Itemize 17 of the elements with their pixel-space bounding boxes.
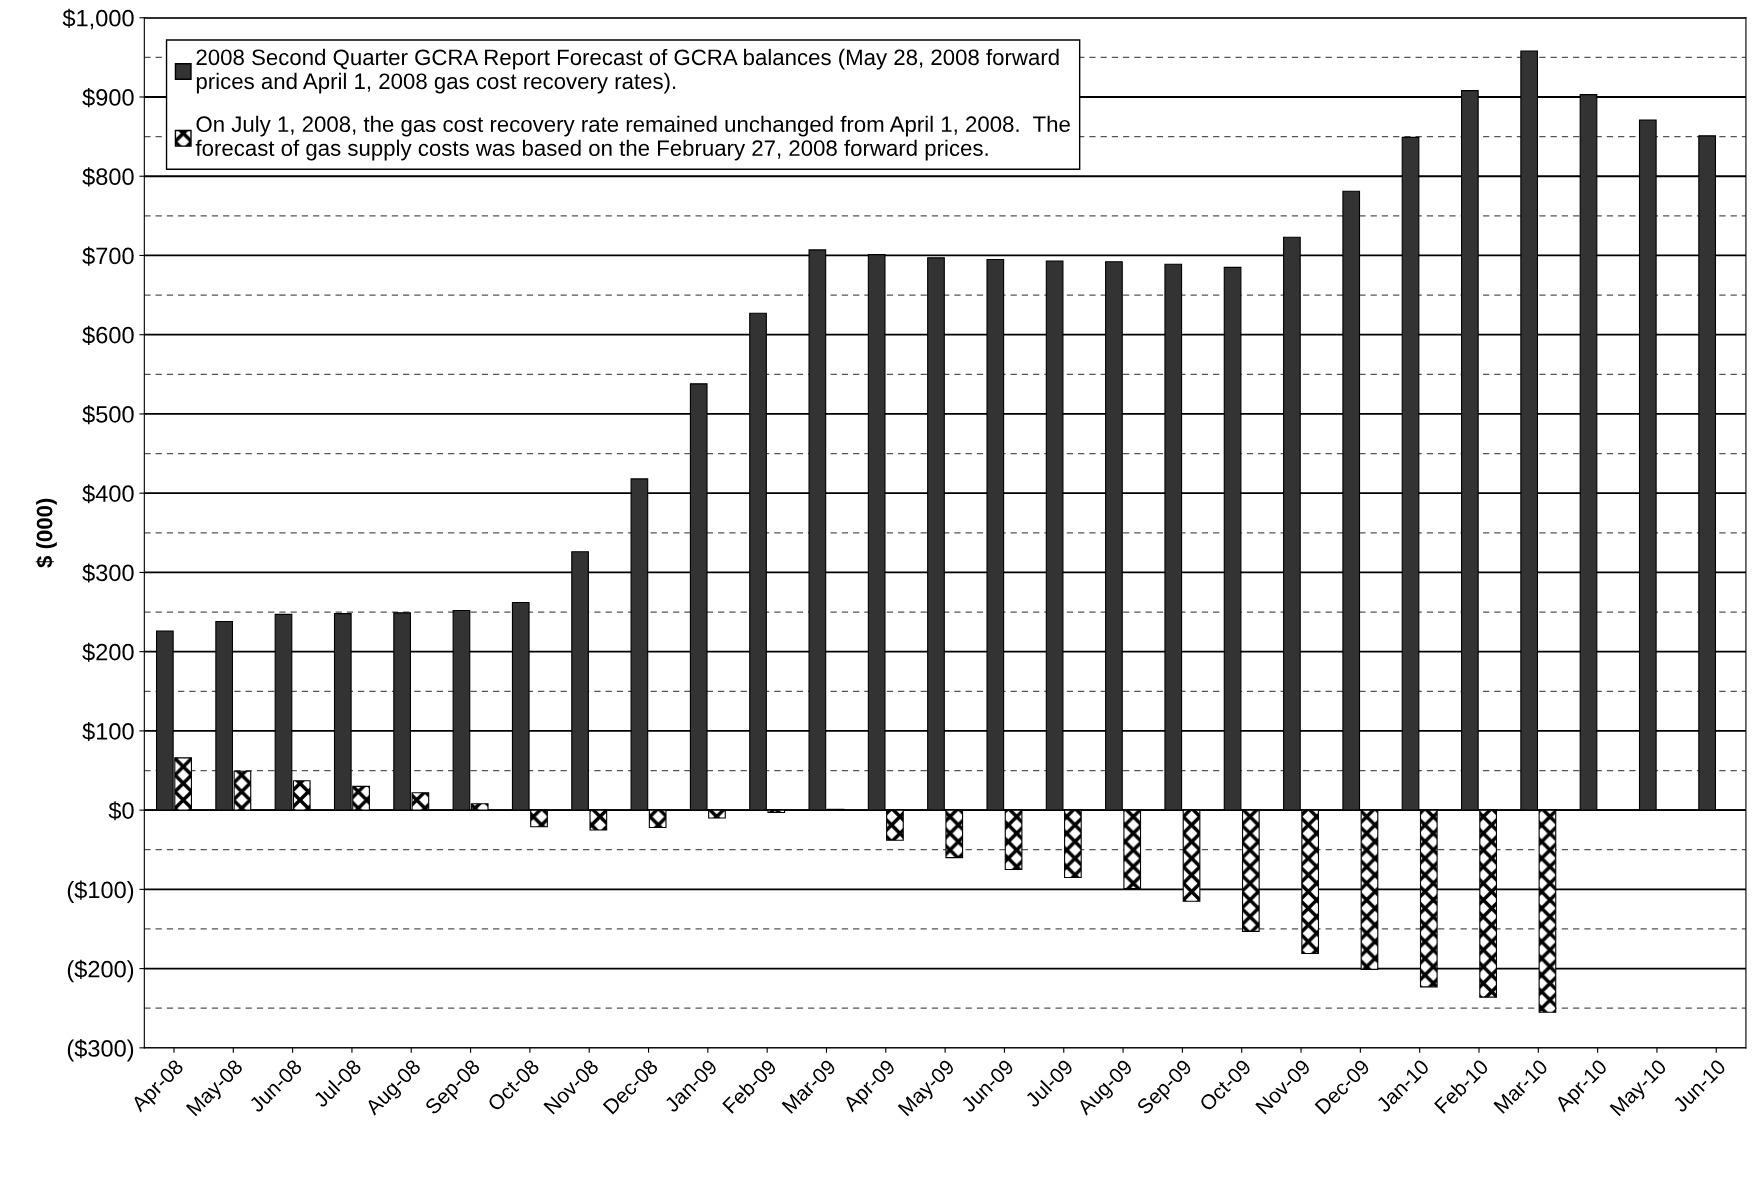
y-tick-label: $800 bbox=[82, 167, 134, 187]
y-tick-label: $900 bbox=[82, 88, 134, 108]
y-tick-label: ($200) bbox=[67, 959, 134, 983]
y-axis-title: $ (000) bbox=[35, 498, 57, 568]
y-tick-label: $0 bbox=[108, 801, 134, 821]
legend-label: On July 1, 2008, the gas cost recovery rate remained unchanged from April 1, 2008. The forecast of gas supply costs was based on the February 27, 2008 forward prices. bbox=[195, 115, 1070, 161]
legend-label: 2008 Second Quarter GCRA Report Forecast of GCRA balances (May 28, 2008 forward prices and April 1, 2008 gas cost recovery rates). bbox=[196, 48, 1059, 94]
y-tick-label: ($100) bbox=[67, 880, 134, 903]
y-tick-label: ($300) bbox=[67, 1039, 134, 1062]
y-tick-label: $700 bbox=[82, 246, 134, 266]
y-tick-label: $200 bbox=[82, 642, 134, 662]
y-tick-label: $1,000 bbox=[62, 8, 134, 30]
y-tick-label: $600 bbox=[82, 325, 134, 345]
y-tick-label: $100 bbox=[82, 721, 134, 742]
y-tick-label: $400 bbox=[82, 484, 134, 504]
y-tick-label: $500 bbox=[82, 405, 134, 425]
y-tick-label: $300 bbox=[82, 563, 134, 583]
